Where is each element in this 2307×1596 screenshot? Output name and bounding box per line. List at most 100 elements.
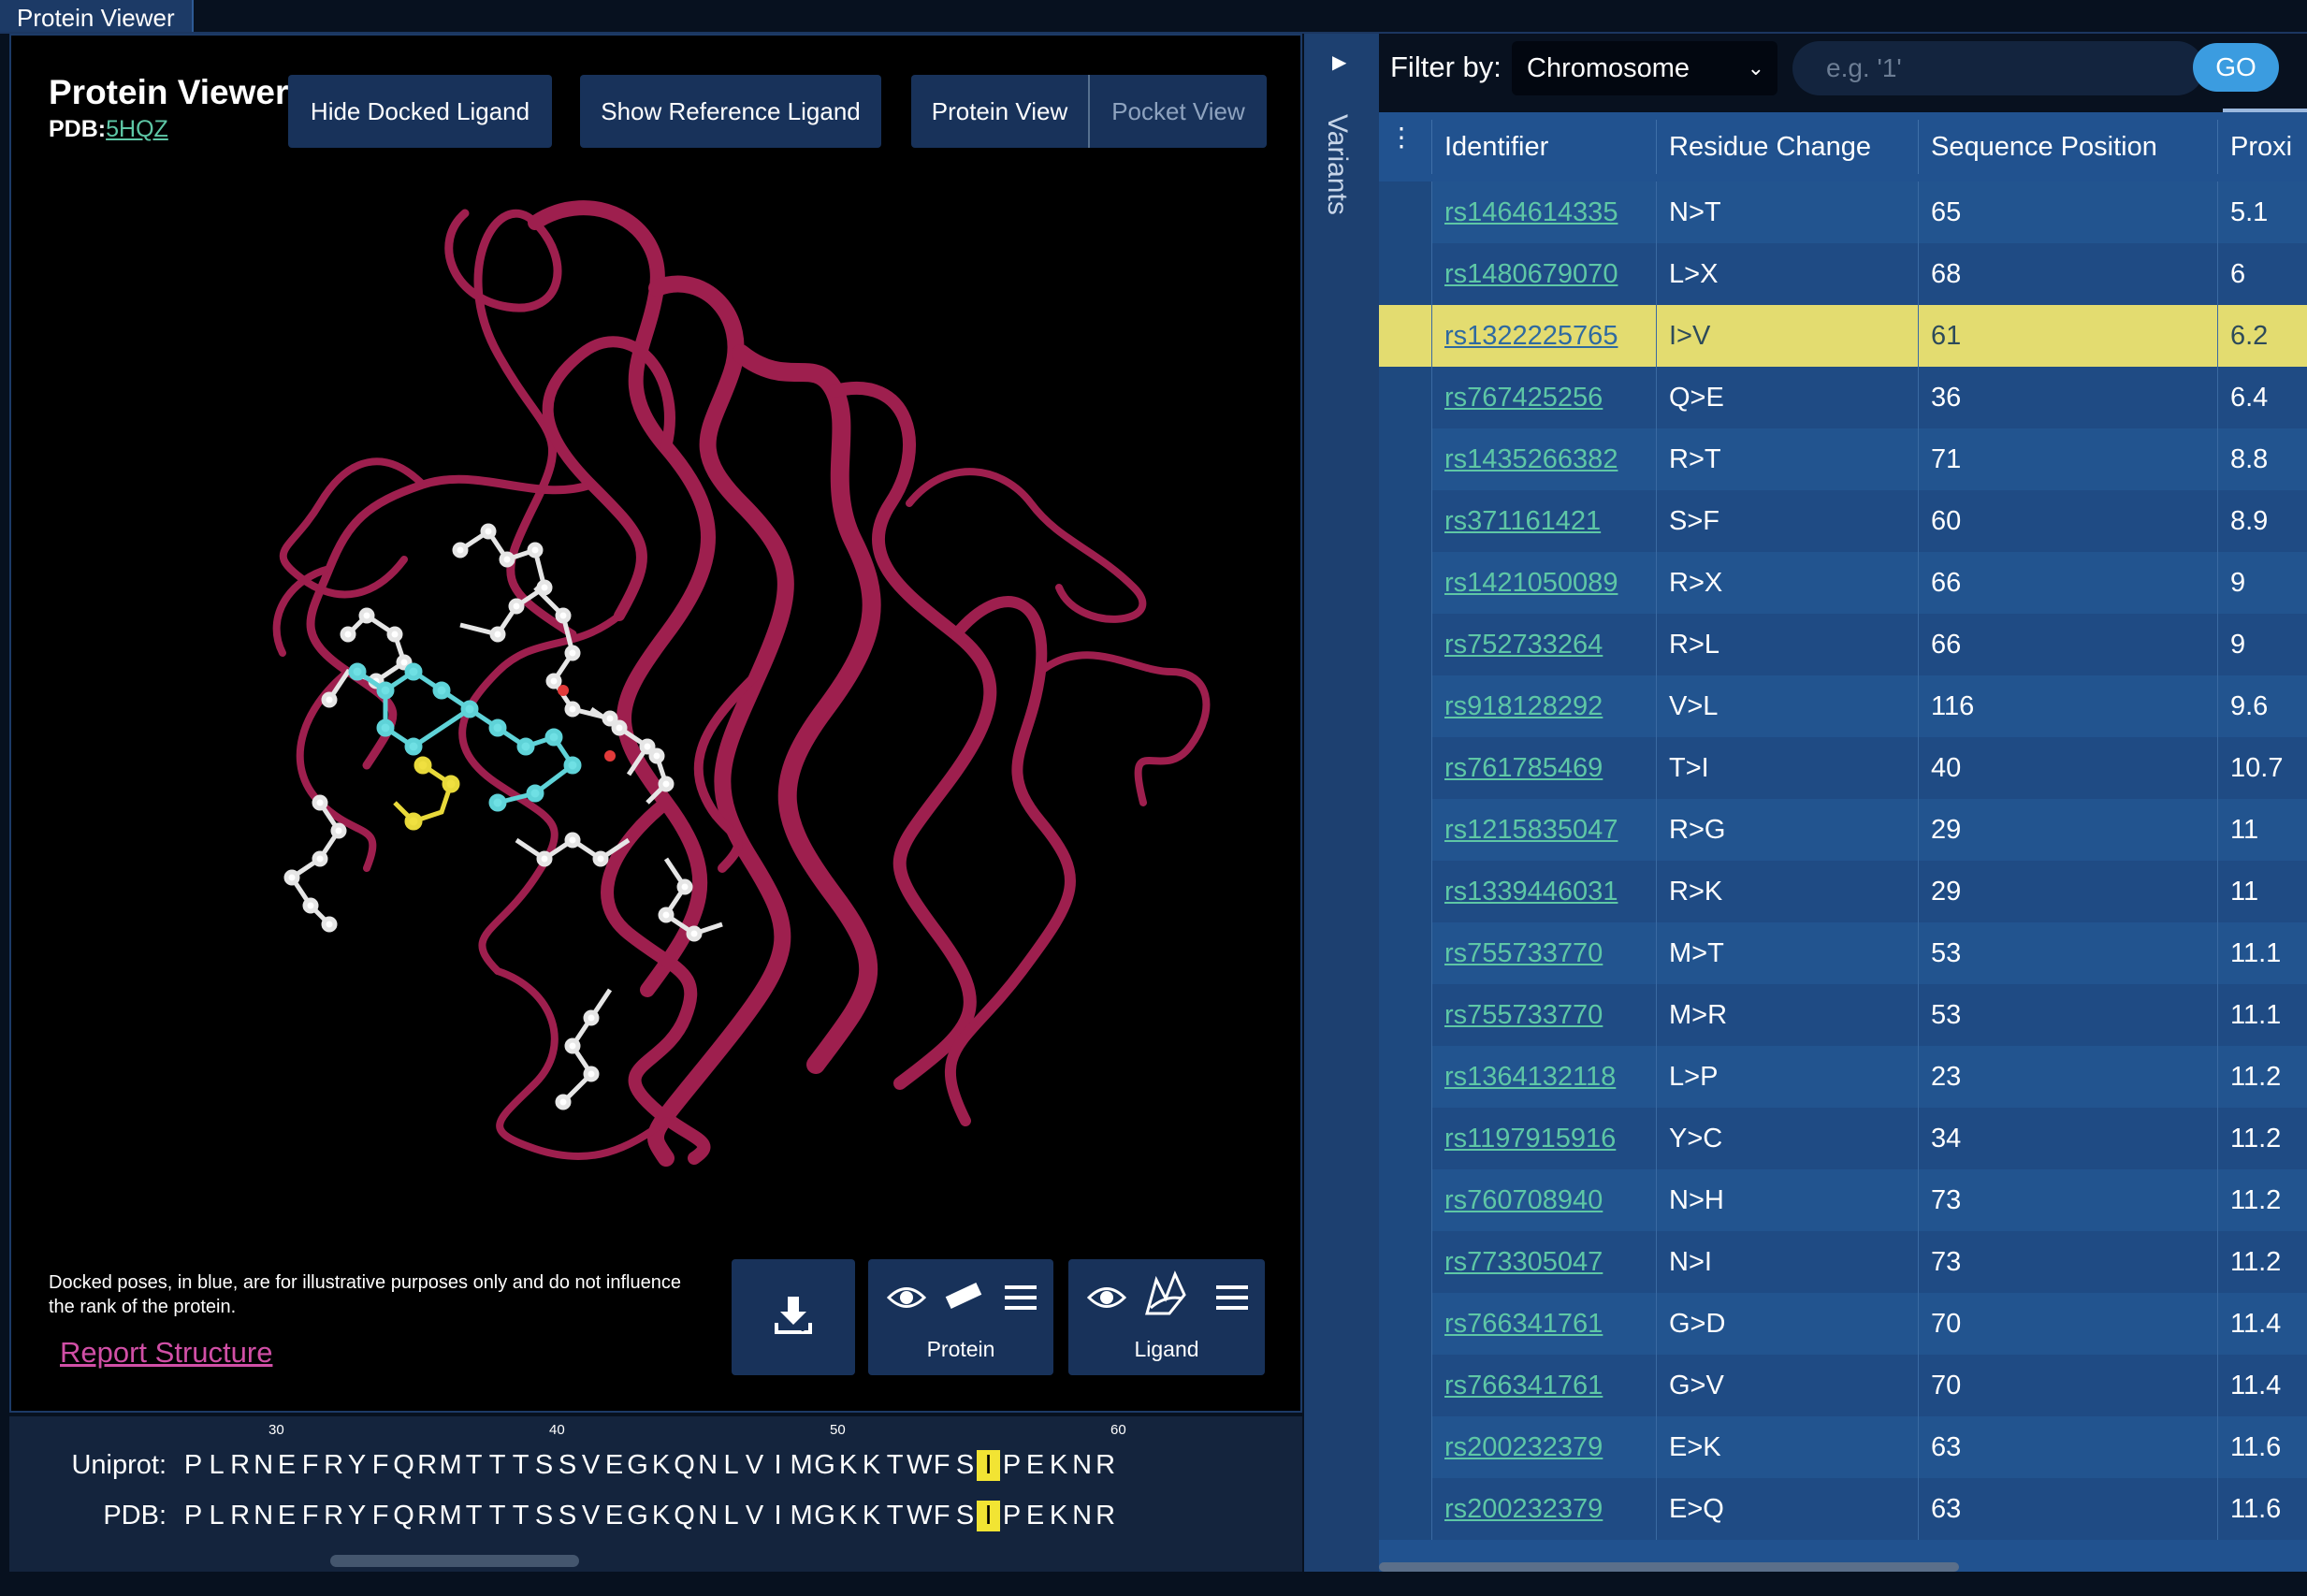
residue[interactable]: F — [301, 1501, 319, 1531]
residue[interactable]: Q — [674, 1501, 695, 1531]
residue[interactable]: K — [838, 1450, 858, 1480]
variant-identifier-link[interactable]: rs773305047 — [1444, 1247, 1603, 1277]
residue[interactable]: R — [324, 1450, 344, 1480]
table-row[interactable]: rs766341761 G>D 70 11.4 — [1379, 1293, 2307, 1355]
variant-identifier-link[interactable]: rs1197915916 — [1444, 1124, 1617, 1153]
residue[interactable]: K — [862, 1501, 881, 1531]
table-row[interactable]: rs767425256 Q>E 36 6.4 — [1379, 367, 2307, 428]
residue[interactable]: T — [512, 1501, 530, 1531]
variant-identifier-link[interactable]: rs1464614335 — [1444, 197, 1618, 227]
variant-identifier-link[interactable]: rs918128292 — [1444, 691, 1603, 721]
show-reference-ligand-button[interactable]: Show Reference Ligand — [580, 75, 881, 148]
variant-identifier-link[interactable]: rs752733264 — [1444, 630, 1603, 660]
residue[interactable]: Q — [674, 1450, 695, 1480]
table-row[interactable]: rs918128292 V>L 116 9.6 — [1379, 675, 2307, 737]
residue[interactable]: E — [604, 1450, 624, 1480]
variant-identifier-link[interactable]: rs1339446031 — [1444, 877, 1618, 907]
variant-identifier-link[interactable]: rs767425256 — [1444, 383, 1603, 413]
column-header-sequence-position[interactable]: Sequence Position — [1931, 132, 2157, 162]
residue[interactable]: S — [955, 1501, 975, 1531]
residue[interactable]: L — [209, 1501, 225, 1531]
residue[interactable]: P — [183, 1450, 203, 1480]
variant-identifier-link[interactable]: rs200232379 — [1444, 1494, 1603, 1524]
residue[interactable]: E — [277, 1501, 297, 1531]
residue[interactable]: R — [1095, 1501, 1116, 1531]
residue[interactable]: T — [465, 1501, 483, 1531]
filter-field-select[interactable]: Chromosome ⌄ — [1512, 41, 1777, 95]
table-row[interactable]: rs760708940 N>H 73 11.2 — [1379, 1169, 2307, 1231]
residue[interactable]: R — [417, 1501, 438, 1531]
column-header-residue-change[interactable]: Residue Change — [1669, 132, 1872, 162]
residue[interactable]: M — [439, 1501, 462, 1531]
residue[interactable]: V — [745, 1501, 764, 1531]
residue[interactable]: N — [698, 1450, 718, 1480]
residue[interactable]: K — [1049, 1501, 1068, 1531]
table-row[interactable]: rs1215835047 R>G 29 11 — [1379, 799, 2307, 861]
variant-identifier-link[interactable]: rs1322225765 — [1444, 321, 1618, 351]
variant-identifier-link[interactable]: rs1364132118 — [1444, 1062, 1617, 1092]
table-row[interactable]: rs752733264 R>L 66 9 — [1379, 614, 2307, 675]
residue[interactable]: L — [209, 1450, 225, 1480]
residue[interactable]: T — [465, 1450, 483, 1480]
residue[interactable]: I — [774, 1501, 782, 1531]
table-row[interactable]: rs371161421 S>F 60 8.9 — [1379, 490, 2307, 552]
collapse-arrow-icon[interactable]: ▶ — [1332, 52, 1347, 73]
residue[interactable]: N — [1072, 1450, 1093, 1480]
residue[interactable]: F — [933, 1501, 950, 1531]
residue[interactable]: E — [1025, 1501, 1045, 1531]
variant-identifier-link[interactable]: rs1480679070 — [1444, 259, 1618, 289]
residue[interactable]: R — [1095, 1450, 1116, 1480]
residue[interactable]: Y — [347, 1450, 367, 1480]
table-row-selected[interactable]: rs1322225765 I>V 61 6.2 — [1379, 305, 2307, 367]
table-row[interactable]: rs1480679070 L>X 68 6 — [1379, 243, 2307, 305]
residue[interactable]: V — [581, 1450, 601, 1480]
residue[interactable]: R — [230, 1450, 251, 1480]
sequence-scrollbar[interactable] — [330, 1555, 579, 1567]
pocket-view-button[interactable]: Pocket View — [1088, 75, 1267, 148]
download-button[interactable] — [732, 1259, 855, 1375]
highlighted-residue[interactable]: I — [977, 1450, 1001, 1481]
residue[interactable]: S — [955, 1450, 975, 1480]
variant-identifier-link[interactable]: rs371161421 — [1444, 506, 1602, 536]
residue[interactable]: W — [907, 1501, 933, 1531]
residue[interactable]: K — [1049, 1450, 1068, 1480]
residue[interactable]: F — [301, 1450, 319, 1480]
residue[interactable]: N — [698, 1501, 718, 1531]
table-row[interactable]: rs1435266382 R>T 71 8.8 — [1379, 428, 2307, 490]
ligand-icon[interactable] — [1141, 1270, 1192, 1319]
residue[interactable]: S — [534, 1450, 554, 1480]
column-header-identifier[interactable]: Identifier — [1444, 132, 1549, 162]
residue[interactable]: F — [933, 1450, 950, 1480]
hide-docked-ligand-button[interactable]: Hide Docked Ligand — [288, 75, 552, 148]
table-row[interactable]: rs200232379 E>Q 63 11.6 — [1379, 1478, 2307, 1540]
pdb-id-link[interactable]: 5HQZ — [106, 116, 168, 142]
variant-identifier-link[interactable]: rs755733770 — [1444, 1000, 1603, 1030]
residue[interactable]: G — [814, 1450, 835, 1480]
menu-icon[interactable] — [1005, 1285, 1037, 1310]
protein-view-button[interactable]: Protein View — [911, 75, 1088, 148]
residue[interactable]: T — [512, 1450, 530, 1480]
residue[interactable]: R — [417, 1450, 438, 1480]
residue[interactable]: E — [604, 1501, 624, 1531]
table-row[interactable]: rs1339446031 R>K 29 11 — [1379, 861, 2307, 922]
residue[interactable]: G — [814, 1501, 835, 1531]
eye-icon[interactable] — [1087, 1284, 1126, 1312]
menu-icon[interactable] — [1216, 1285, 1248, 1310]
variants-tab[interactable]: ▶ Variants — [1304, 34, 1379, 1572]
table-row[interactable]: rs1197915916 Y>C 34 11.2 — [1379, 1108, 2307, 1169]
residue[interactable]: M — [439, 1450, 462, 1480]
table-row[interactable]: rs773305047 N>I 73 11.2 — [1379, 1231, 2307, 1293]
eye-icon[interactable] — [887, 1284, 926, 1312]
residue[interactable]: G — [627, 1501, 648, 1531]
residue[interactable]: K — [651, 1501, 671, 1531]
variant-identifier-link[interactable]: rs755733770 — [1444, 938, 1603, 968]
window-title-tab[interactable]: Protein Viewer — [0, 0, 194, 34]
residue[interactable]: S — [534, 1501, 554, 1531]
residue[interactable]: Q — [393, 1450, 414, 1480]
residue[interactable]: T — [488, 1450, 506, 1480]
residue[interactable]: S — [558, 1450, 577, 1480]
residue[interactable]: Q — [393, 1501, 414, 1531]
residue[interactable]: P — [183, 1501, 203, 1531]
residue[interactable]: M — [790, 1450, 813, 1480]
residue[interactable]: G — [627, 1450, 648, 1480]
